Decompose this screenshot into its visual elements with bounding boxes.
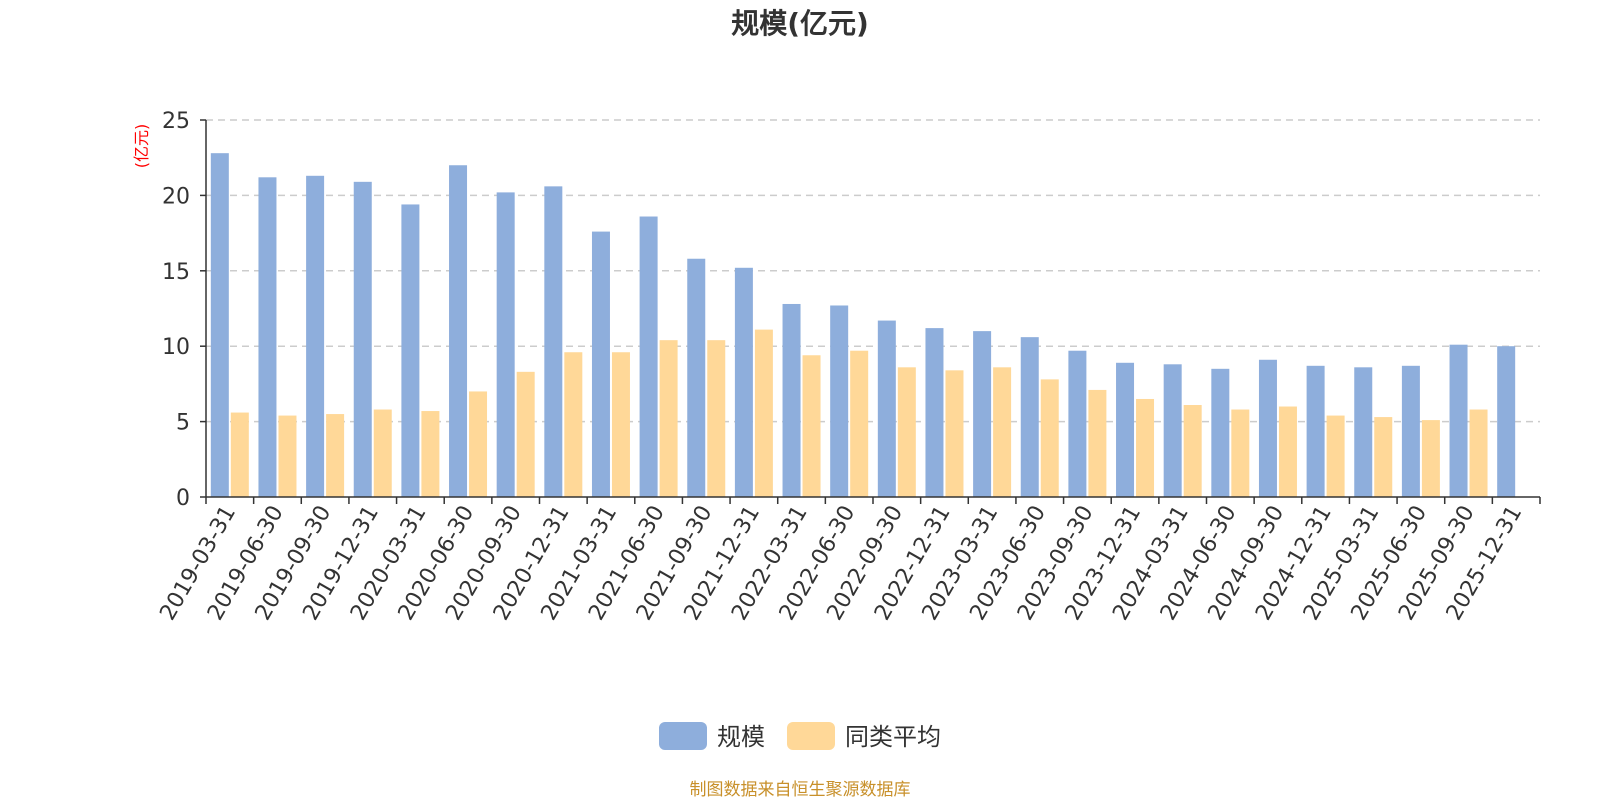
- bar-scale[interactable]: [639, 216, 658, 497]
- bar-avg[interactable]: [326, 414, 345, 497]
- bar-scale[interactable]: [734, 267, 753, 497]
- y-tick-label: 10: [162, 335, 190, 360]
- bar-avg[interactable]: [1469, 409, 1488, 497]
- bar-scale[interactable]: [258, 177, 277, 497]
- bar-scale[interactable]: [306, 175, 325, 497]
- bar-avg[interactable]: [421, 411, 440, 497]
- y-tick-label: 20: [162, 184, 190, 209]
- bar-avg[interactable]: [945, 370, 964, 497]
- x-axis-tick-labels: 2019-03-312019-06-302019-09-302019-12-31…: [155, 502, 1527, 625]
- bar-avg[interactable]: [1421, 420, 1440, 497]
- bar-scale[interactable]: [1306, 365, 1325, 497]
- bar-scale[interactable]: [1163, 364, 1182, 497]
- y-tick-label: 25: [162, 109, 190, 134]
- bar-scale[interactable]: [401, 204, 420, 497]
- bar-scale[interactable]: [877, 320, 896, 497]
- bar-avg[interactable]: [1183, 405, 1202, 497]
- legend-swatch-avg[interactable]: [787, 722, 835, 750]
- bar-scale[interactable]: [1020, 337, 1039, 497]
- bar-avg[interactable]: [754, 329, 773, 497]
- legend: 规模 同类平均: [659, 722, 941, 751]
- y-tick-label: 5: [176, 411, 190, 436]
- legend-swatch-scale[interactable]: [659, 722, 707, 750]
- bar-scale[interactable]: [687, 258, 706, 497]
- bar-avg[interactable]: [1326, 415, 1345, 497]
- bar-scale[interactable]: [1354, 367, 1373, 497]
- bar-avg[interactable]: [564, 352, 583, 497]
- y-tick-label: 15: [162, 260, 190, 285]
- bar-scale[interactable]: [353, 181, 372, 497]
- bar-avg[interactable]: [707, 340, 726, 497]
- bar-scale[interactable]: [1116, 362, 1135, 497]
- bar-avg[interactable]: [1231, 409, 1250, 497]
- bar-scale[interactable]: [973, 331, 992, 497]
- chart-title: 规模(亿元): [731, 7, 869, 40]
- bar-avg[interactable]: [897, 367, 916, 497]
- bar-avg[interactable]: [1278, 406, 1297, 497]
- bar-scale[interactable]: [591, 231, 610, 498]
- bar-avg[interactable]: [1136, 398, 1155, 497]
- axes: [200, 119, 1541, 504]
- y-tick-label: 0: [176, 486, 190, 511]
- legend-label-scale[interactable]: 规模: [717, 723, 765, 751]
- bar-avg[interactable]: [850, 350, 869, 497]
- bar-avg[interactable]: [516, 371, 535, 497]
- bar-scale[interactable]: [925, 328, 944, 497]
- legend-label-avg[interactable]: 同类平均: [845, 723, 941, 751]
- y-axis-tick-labels: 0 5 10 15 20 25: [162, 109, 190, 511]
- data-source-note: 制图数据来自恒生聚源数据库: [690, 780, 911, 800]
- bar-avg[interactable]: [373, 409, 392, 497]
- bars: [210, 153, 1516, 498]
- bar-scale[interactable]: [449, 165, 468, 498]
- bar-avg[interactable]: [993, 367, 1012, 497]
- bar-scale[interactable]: [1068, 350, 1087, 497]
- bar-avg[interactable]: [659, 340, 678, 497]
- bar-avg[interactable]: [1374, 417, 1393, 497]
- bar-avg[interactable]: [278, 415, 297, 497]
- bar-scale[interactable]: [782, 303, 801, 497]
- bar-scale[interactable]: [1211, 368, 1230, 497]
- bar-avg[interactable]: [230, 412, 249, 497]
- bar-scale[interactable]: [830, 305, 849, 497]
- bar-avg[interactable]: [802, 355, 821, 497]
- y-axis-unit-label: (亿元): [132, 124, 151, 169]
- bar-avg[interactable]: [1088, 389, 1107, 497]
- bar-scale[interactable]: [1497, 346, 1516, 497]
- bar-avg[interactable]: [611, 352, 630, 497]
- bar-scale[interactable]: [1401, 365, 1420, 497]
- bar-scale[interactable]: [496, 192, 515, 497]
- bar-scale[interactable]: [544, 186, 563, 498]
- bar-scale[interactable]: [210, 153, 229, 497]
- bar-avg[interactable]: [1040, 379, 1059, 497]
- bar-avg[interactable]: [469, 391, 488, 497]
- bar-scale[interactable]: [1449, 344, 1468, 497]
- bar-scale[interactable]: [1258, 359, 1277, 497]
